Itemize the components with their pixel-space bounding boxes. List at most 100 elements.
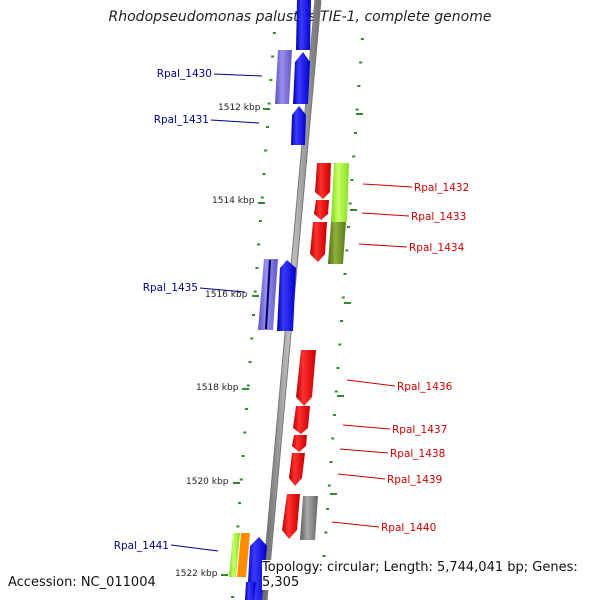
tick-dot <box>324 531 328 534</box>
tick-dot <box>339 320 343 322</box>
gene-label-rpal-1432[interactable]: Rpal_1432 <box>414 182 469 194</box>
gene-arrow-1439 <box>289 453 305 486</box>
tick-label: 1522 kbp <box>175 569 218 579</box>
gene-arrow-1433 <box>314 200 329 220</box>
tick-mark <box>233 482 240 484</box>
tick-dot <box>236 525 240 528</box>
tick-dot <box>258 220 262 222</box>
accession-text: Accession: NC_011004 <box>8 575 156 590</box>
tick-mark <box>263 108 270 110</box>
leader-line <box>339 448 389 454</box>
gene-label-rpal-1440[interactable]: Rpal_1440 <box>381 522 436 534</box>
leader-line <box>346 379 396 387</box>
tick-label: 1512 kbp <box>218 103 261 113</box>
cog-bar-1441-orange <box>237 533 250 577</box>
cog-bar-1432 <box>331 163 349 222</box>
gene-arrow-1431 <box>291 106 306 145</box>
tick-dot <box>326 508 330 510</box>
tick-dot <box>353 132 357 134</box>
tick-dot <box>336 367 340 369</box>
cog-bar-1434 <box>328 222 346 264</box>
tick-dot <box>348 202 352 205</box>
tick-label: 1520 kbp <box>186 477 229 487</box>
tick-mark <box>258 202 265 204</box>
label-leader-lines <box>170 73 413 552</box>
tick-dot <box>255 267 259 269</box>
tick-dot <box>331 437 335 440</box>
tick-mark <box>337 395 344 397</box>
tick-mark <box>350 209 357 211</box>
tick-label: 1516 kbp <box>205 290 248 300</box>
gene-arrow-1437 <box>293 406 310 434</box>
gene-arrow-1436 <box>296 350 316 406</box>
gene-arrow-1430 <box>293 52 310 104</box>
leader-line <box>170 544 219 552</box>
gene-arrow-top <box>296 0 311 50</box>
gene-arrow-1440 <box>282 494 300 539</box>
tick-dot <box>269 79 273 81</box>
leader-line <box>210 119 260 124</box>
left-tick-dots <box>231 32 276 598</box>
tick-dot <box>327 484 331 487</box>
gene-label-rpal-1437[interactable]: Rpal_1437 <box>392 424 447 436</box>
tick-dot <box>241 455 245 457</box>
leader-line <box>199 287 246 293</box>
leader-line <box>342 424 391 430</box>
gene-label-rpal-1435[interactable]: Rpal_1435 <box>143 282 198 294</box>
right-tick-dots <box>320 38 364 581</box>
gene-label-rpal-1434[interactable]: Rpal_1434 <box>409 242 465 254</box>
tick-dot <box>360 38 364 40</box>
tick-dot <box>262 173 266 175</box>
tick-dot <box>248 361 252 363</box>
tick-dot <box>264 149 268 152</box>
tick-dot <box>238 502 242 504</box>
gene-arrow-1441b <box>245 582 256 600</box>
tick-dot <box>322 555 326 557</box>
tick-dot <box>253 290 257 293</box>
tick-dot <box>246 384 250 387</box>
cog-divider <box>265 259 271 330</box>
tick-mark <box>344 302 351 304</box>
tick-dot <box>271 55 275 58</box>
tick-mark <box>252 295 259 297</box>
tick-dot <box>355 108 359 111</box>
leader-line <box>213 73 263 77</box>
tick-dot <box>239 478 243 481</box>
leader-line <box>362 183 413 188</box>
tick-dot <box>260 196 264 199</box>
gene-features <box>229 0 349 600</box>
leader-line <box>361 212 410 217</box>
tick-dot <box>341 296 345 299</box>
gene-label-rpal-1430[interactable]: Rpal_1430 <box>157 68 212 80</box>
gene-labels: Rpal_1430 Rpal_1431 Rpal_1432 Rpal_1433 Rpal… <box>114 68 470 552</box>
topology-text: Topology: circular; Length: 5,744,041 bp… <box>262 560 600 590</box>
gene-label-rpal-1441[interactable]: Rpal_1441 <box>114 540 169 552</box>
gene-label-rpal-1436[interactable]: Rpal_1436 <box>397 381 453 393</box>
gene-arrow-1435 <box>277 260 296 331</box>
leader-line <box>337 473 386 480</box>
tick-mark <box>221 574 228 576</box>
tick-dot <box>333 414 337 416</box>
gene-label-rpal-1433[interactable]: Rpal_1433 <box>411 211 466 223</box>
tick-dot <box>345 249 349 252</box>
tick-mark <box>356 113 363 115</box>
gene-arrow-1434 <box>310 222 327 262</box>
tick-dot <box>250 337 254 340</box>
tick-dot <box>343 273 347 275</box>
gene-label-rpal-1431[interactable]: Rpal_1431 <box>154 114 209 126</box>
gene-arrow-1438 <box>292 435 307 452</box>
cog-bar-1440 <box>300 496 318 540</box>
tick-dot <box>272 32 276 34</box>
tick-dot <box>267 102 271 105</box>
gene-arrow-1432 <box>315 163 331 199</box>
tick-dot <box>329 461 333 463</box>
kbp-ticks: 1512 kbp 1514 kbp 1516 kbp 1518 kbp 1520 kbp… <box>175 103 270 579</box>
gene-label-rpal-1439[interactable]: Rpal_1439 <box>387 474 442 486</box>
cog-bar-1430 <box>275 50 292 104</box>
gene-label-rpal-1438[interactable]: Rpal_1438 <box>390 448 445 460</box>
tick-dot <box>350 179 354 181</box>
leader-line <box>358 243 408 248</box>
tick-dot <box>251 314 255 316</box>
tick-mark <box>330 493 337 495</box>
